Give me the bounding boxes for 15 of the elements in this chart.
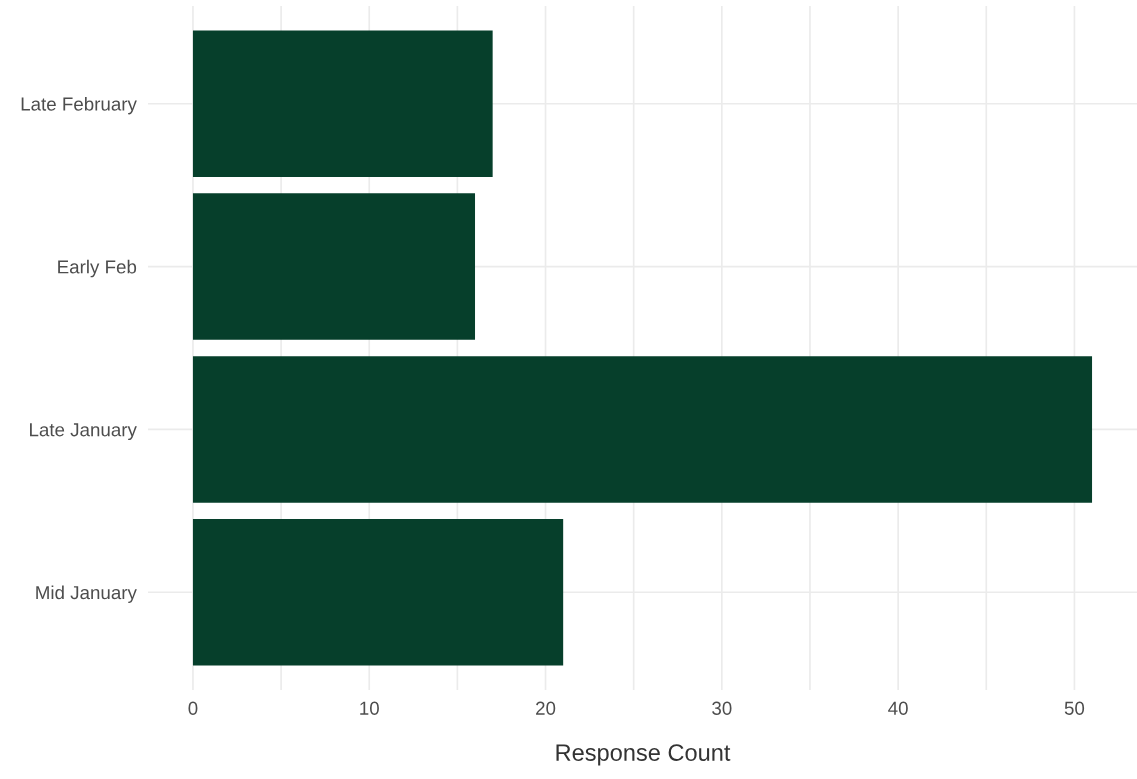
- y-tick-label: Mid January: [36, 585, 137, 603]
- bar: [192, 519, 564, 666]
- y-tick-label: Late February: [21, 96, 137, 115]
- x-tick-label: 30: [712, 701, 732, 715]
- x-tick-label: 50: [1064, 701, 1085, 715]
- x-tick-label: 40: [888, 701, 908, 715]
- bar: [192, 30, 493, 177]
- y-tick-label: Early Feb: [58, 259, 137, 278]
- bar: [192, 356, 1093, 503]
- x-tick-label: 20: [536, 701, 556, 715]
- x-tick-label: 10: [360, 701, 379, 715]
- bar: [192, 193, 476, 340]
- y-tick-label: Late January: [30, 423, 137, 441]
- x-tick-label: 0: [188, 701, 198, 715]
- x-axis-title: Response Count: [556, 744, 731, 766]
